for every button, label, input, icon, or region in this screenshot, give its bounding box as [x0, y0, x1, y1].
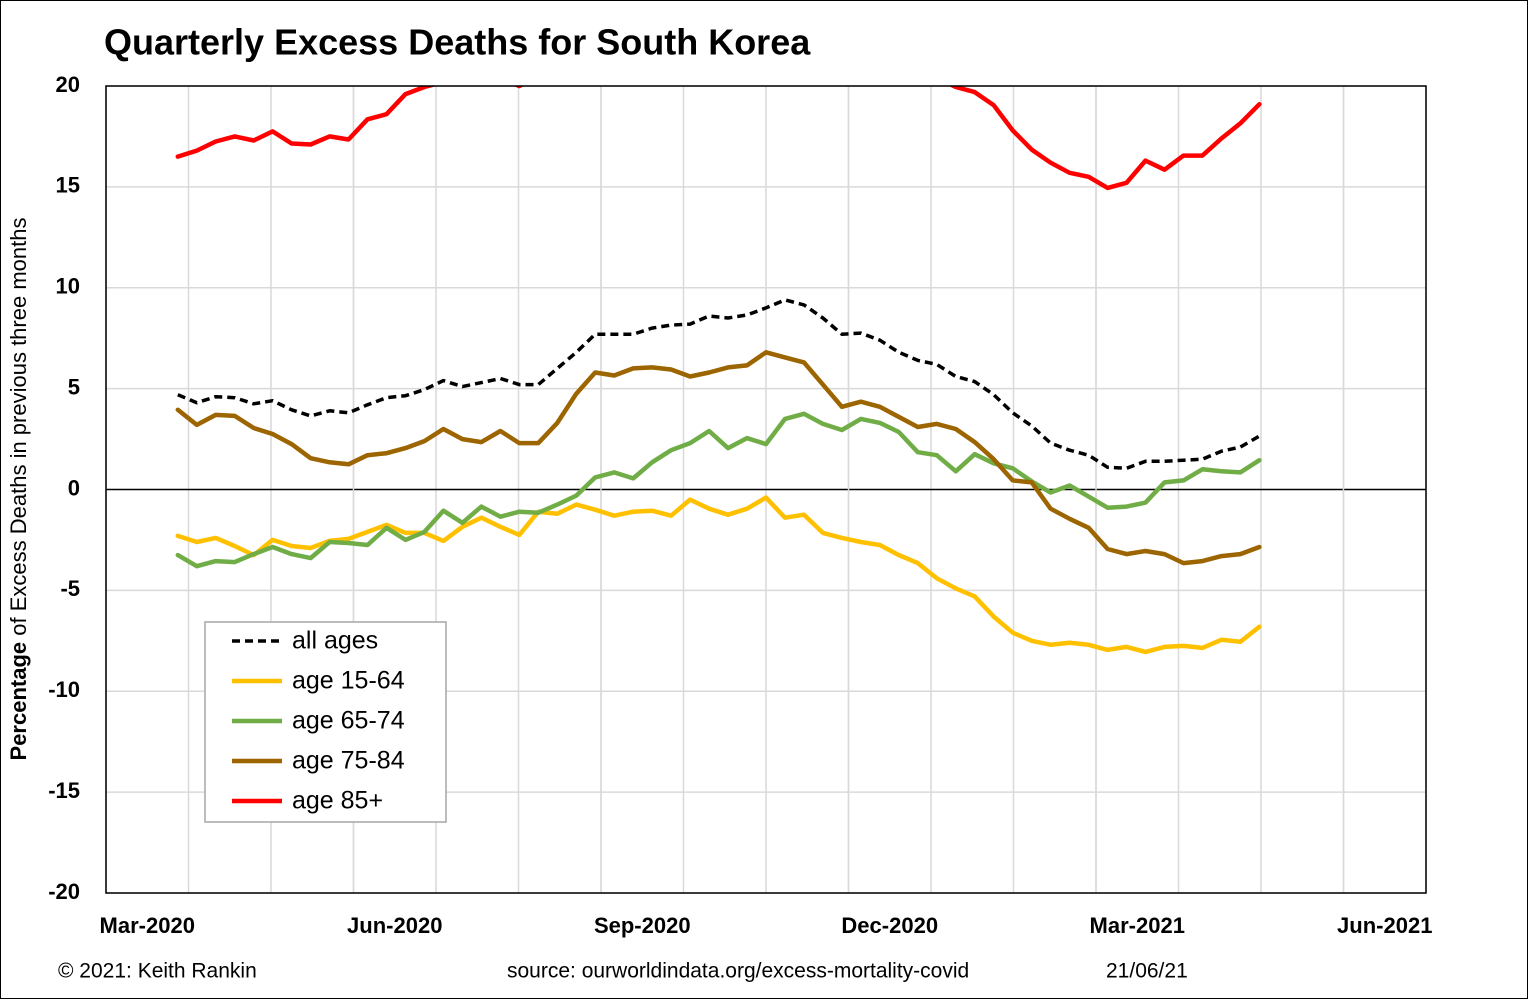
line-series [175, 86, 1262, 191]
line-series [175, 495, 1262, 655]
y-axis-label: Percentage of Excess Deaths in previous … [6, 218, 31, 761]
footer-copyright: © 2021: Keith Rankin [58, 960, 257, 983]
x-tick-label: Dec-2020 [841, 913, 938, 938]
y-axis-label-rest: of Excess Deaths in previous three month… [6, 218, 31, 636]
x-tick-label: Jun-2021 [1337, 913, 1432, 938]
y-tick-label: 20 [56, 72, 80, 97]
legend: all ages age 15-64 age 65-74 age 75-84 age 8… [204, 621, 447, 823]
y-tick-label: -5 [60, 576, 80, 601]
y-tick-label: -10 [48, 677, 80, 702]
y-tick-label: 0 [68, 475, 80, 500]
y-tick-label: -15 [48, 778, 80, 803]
x-tick-label: Jun-2020 [347, 913, 442, 938]
legend-label: all ages [292, 627, 378, 655]
lines [175, 86, 1262, 655]
x-tick-label: Mar-2021 [1090, 913, 1185, 938]
footer-source: source: ourworldindata.org/excess-mortal… [507, 960, 969, 983]
line-series [177, 298, 1261, 471]
y-tick-label: 15 [56, 173, 80, 198]
chart-title: Quarterly Excess Deaths for South Korea [104, 22, 811, 63]
footer-date: 21/06/21 [1106, 960, 1188, 983]
line-series [175, 411, 1262, 569]
legend-label: age 75-84 [292, 747, 405, 775]
y-axis-label-bold: Percentage [6, 642, 31, 761]
plot-border [105, 85, 1427, 894]
legend-label: age 65-74 [292, 707, 405, 735]
x-tick-label: Sep-2020 [594, 913, 691, 938]
legend-label: age 85+ [292, 787, 383, 815]
y-tick-label: -20 [48, 879, 80, 904]
x-tick-label: Mar-2020 [100, 913, 195, 938]
y-tick-label: 5 [68, 374, 80, 399]
legend-label: age 15-64 [292, 667, 405, 695]
line-series [175, 350, 1262, 566]
y-tick-label: 10 [56, 274, 80, 299]
